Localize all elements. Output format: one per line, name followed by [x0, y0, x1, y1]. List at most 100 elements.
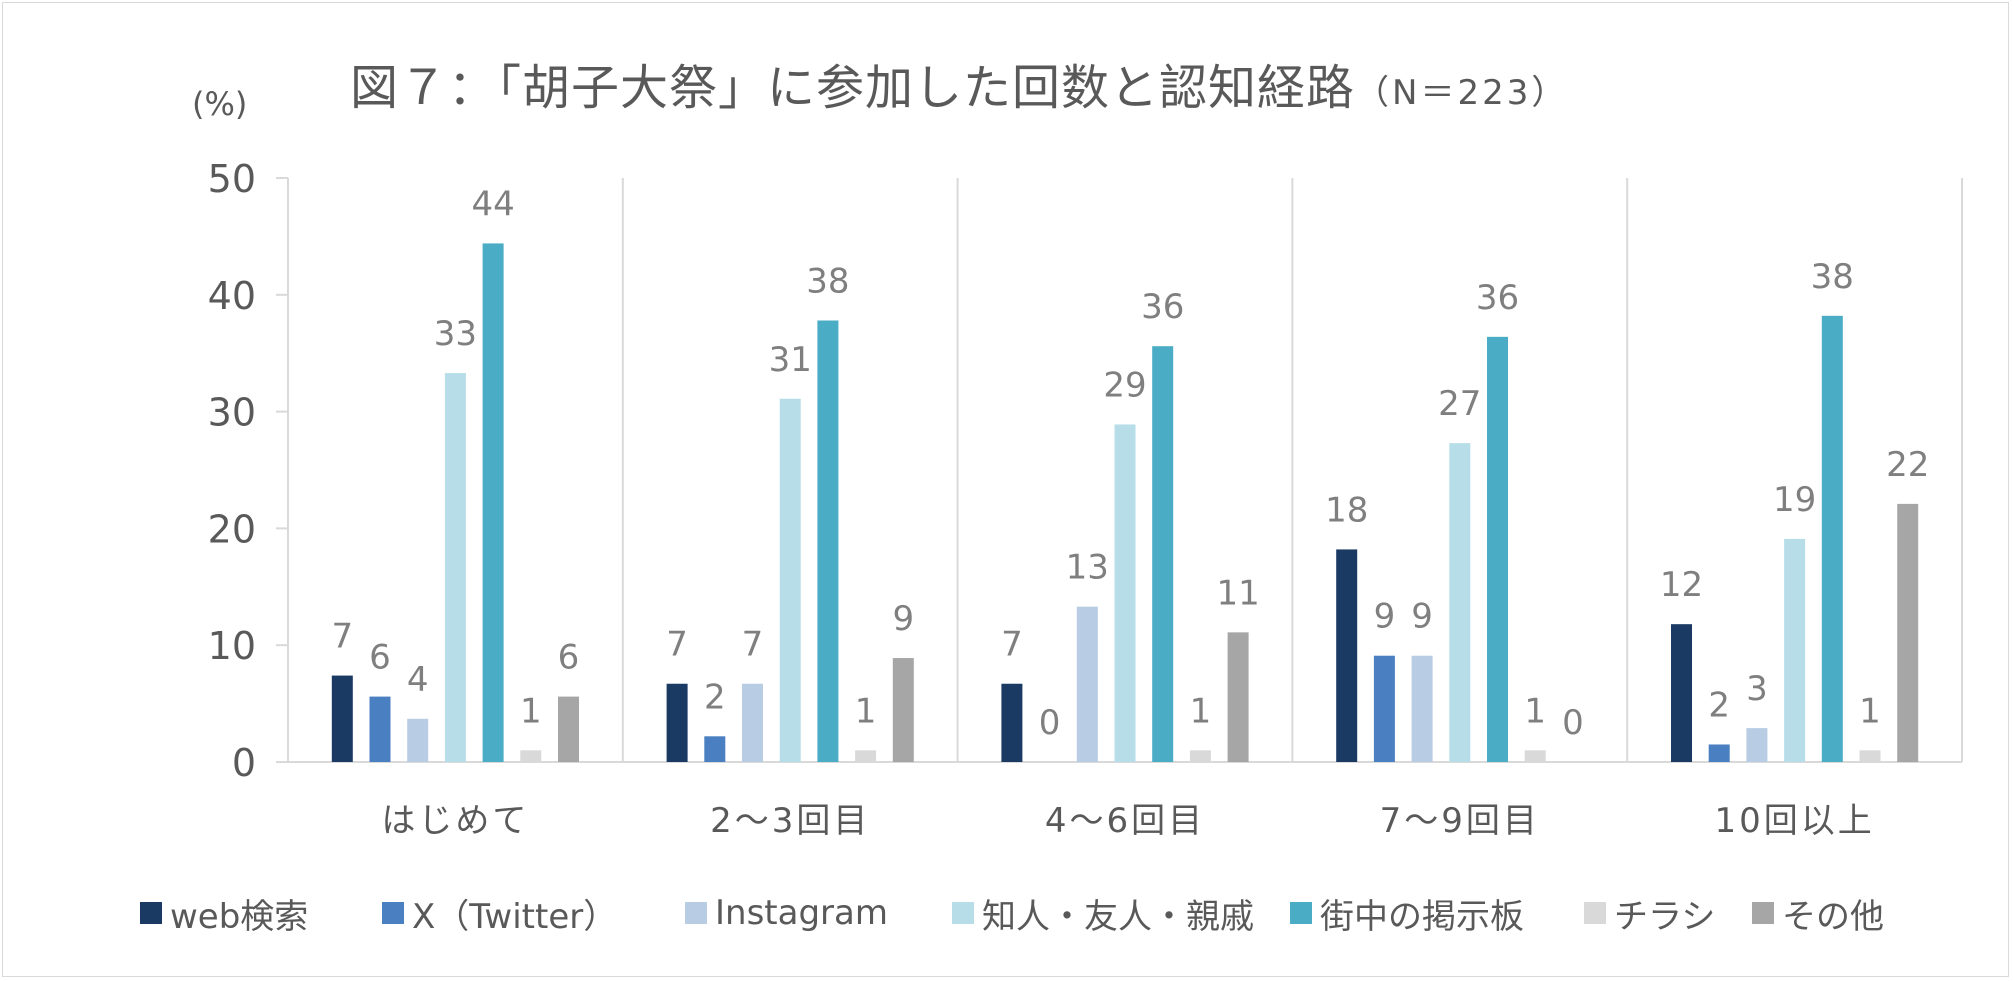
legend-swatch	[1752, 902, 1774, 924]
bar	[1411, 655, 1433, 762]
bar	[1784, 538, 1806, 762]
legend-label: web検索	[170, 896, 309, 937]
legend-item: web検索	[140, 888, 308, 938]
legend-swatch	[382, 902, 404, 924]
data-label: 33	[434, 314, 477, 354]
data-label: 9	[1411, 597, 1433, 637]
bar	[1671, 624, 1692, 762]
x-category-label: 10回以上	[1714, 801, 1874, 841]
data-label: 1	[520, 691, 542, 731]
bar	[817, 320, 839, 762]
data-label: 9	[892, 599, 914, 639]
data-label: 36	[1476, 278, 1519, 318]
bar	[1746, 728, 1768, 762]
bar	[1821, 315, 1843, 762]
chart-title-main: 図７：「胡子大祭」に参加した回数と認知経路	[350, 60, 1356, 116]
legend-label: 街中の掲示板	[1320, 896, 1524, 937]
data-label: 0	[1039, 703, 1061, 743]
bar	[855, 750, 877, 762]
x-category-label: 4～6回目	[1045, 801, 1205, 841]
data-label: 6	[558, 638, 580, 678]
legend-swatch	[1584, 902, 1606, 924]
data-label: 7	[742, 625, 764, 665]
bar	[742, 683, 763, 762]
bar	[1897, 503, 1919, 762]
bar	[1152, 346, 1174, 762]
data-label: 18	[1325, 490, 1368, 530]
x-category-label: 2～3回目	[710, 801, 870, 841]
bar	[1189, 750, 1211, 762]
chart-title-sub: （N＝223）	[1355, 73, 1569, 113]
data-label: 22	[1886, 445, 1929, 485]
bar	[666, 683, 688, 762]
legend-item: その他	[1752, 888, 1884, 938]
data-label: 4	[407, 660, 429, 700]
chart-title: 図７：「胡子大祭」に参加した回数と認知経路（N＝223）	[350, 48, 1568, 118]
data-label: 6	[369, 638, 391, 678]
data-label: 7	[1001, 625, 1023, 665]
data-label: 19	[1773, 480, 1816, 520]
bar	[1076, 606, 1098, 762]
legend-item: チラシ	[1584, 888, 1715, 938]
bar	[407, 718, 429, 762]
data-label: 7	[331, 617, 353, 657]
bar	[1373, 655, 1395, 762]
y-tick-label: 50	[208, 157, 256, 201]
bar	[482, 243, 504, 762]
bar	[779, 398, 801, 762]
legend-swatch	[952, 902, 974, 924]
legend-label: Instagram	[715, 893, 888, 933]
bar	[1001, 683, 1023, 762]
data-label: 1	[1859, 691, 1881, 731]
bar	[1227, 632, 1249, 762]
bar	[1114, 424, 1136, 762]
data-label: 9	[1374, 597, 1396, 637]
y-tick-label: 40	[208, 274, 256, 318]
bar	[1487, 336, 1508, 762]
legend-label: 知人・友人・親戚	[982, 896, 1254, 937]
y-tick-label: 20	[208, 507, 256, 551]
bar	[1524, 750, 1546, 762]
data-label: 2	[1708, 685, 1730, 725]
data-label: 0	[1562, 703, 1584, 743]
data-label: 1	[1190, 691, 1212, 731]
legend-item: 街中の掲示板	[1290, 888, 1524, 938]
data-label: 44	[471, 184, 514, 224]
legend-label: チラシ	[1614, 896, 1716, 937]
bar	[892, 658, 914, 762]
bar	[520, 750, 542, 762]
x-category-label: 7～9回目	[1380, 801, 1540, 841]
y-tick-label: 0	[232, 741, 256, 785]
data-label: 3	[1746, 669, 1768, 709]
legend-item: X（Twitter）	[382, 888, 617, 938]
bar	[704, 736, 726, 762]
data-label: 27	[1438, 384, 1481, 424]
y-tick-label: 10	[208, 624, 256, 668]
legend-swatch	[685, 902, 707, 924]
bar	[1859, 750, 1881, 762]
bar	[558, 696, 579, 762]
legend-label: X（Twitter）	[412, 896, 618, 937]
data-label: 7	[666, 625, 688, 665]
legend-swatch	[140, 902, 162, 924]
legend-label: その他	[1782, 896, 1884, 937]
data-label: 38	[806, 261, 849, 301]
legend-item: Instagram	[685, 888, 888, 938]
data-label: 11	[1216, 573, 1259, 613]
data-label: 13	[1066, 548, 1109, 588]
y-axis-unit: (%)	[192, 85, 248, 123]
x-category-label: はじめて	[381, 801, 529, 841]
bar	[1336, 549, 1358, 762]
data-label: 1	[1524, 691, 1546, 731]
data-label: 38	[1811, 257, 1854, 297]
legend-swatch	[1290, 902, 1312, 924]
bar	[331, 675, 353, 762]
data-label: 36	[1141, 287, 1184, 327]
y-tick-label: 30	[208, 391, 256, 435]
data-label: 29	[1103, 365, 1146, 405]
legend-item: 知人・友人・親戚	[952, 888, 1254, 938]
bar	[1449, 443, 1471, 762]
bar	[369, 696, 391, 762]
